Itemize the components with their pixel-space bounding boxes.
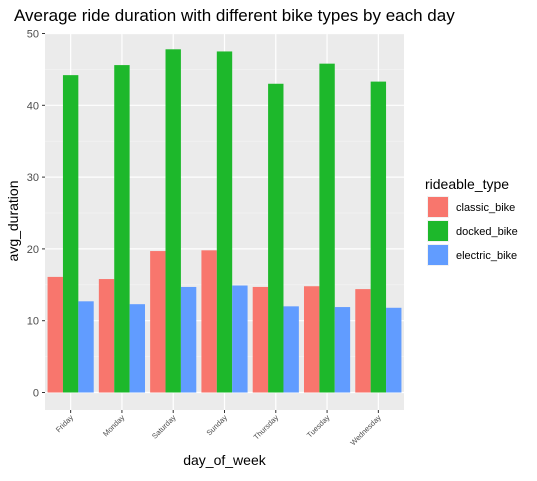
bar-classic_bike-thursday — [252, 286, 269, 393]
bar-docked_bike-friday — [62, 75, 79, 393]
y-tick-label: 10 — [27, 316, 39, 328]
bar-classic_bike-friday — [47, 276, 63, 393]
y-tick-label: 30 — [27, 172, 39, 184]
bar-electric_bike-wednesday — [386, 307, 402, 393]
legend-label-electric_bike: electric_bike — [456, 250, 517, 262]
bar-classic_bike-sunday — [201, 250, 217, 393]
legend-title: rideable_type — [425, 176, 509, 192]
bar-classic_bike-saturday — [150, 251, 166, 393]
x-tick-label: Saturday — [150, 413, 178, 441]
bar-electric_bike-sunday — [232, 285, 248, 393]
bar-docked_bike-tuesday — [319, 63, 335, 393]
bar-classic_bike-wednesday — [355, 289, 371, 393]
bars — [47, 49, 402, 393]
bar-electric_bike-thursday — [283, 306, 299, 393]
y-tick-label: 50 — [27, 29, 39, 41]
legend-key-docked_bike — [428, 221, 448, 241]
bar-electric_bike-friday — [78, 301, 94, 393]
x-tick-label: Tuesday — [305, 413, 332, 440]
y-axis: 0 10 20 30 40 50 — [27, 29, 45, 400]
bar-docked_bike-thursday — [268, 83, 284, 393]
y-tick-label: 20 — [27, 244, 39, 256]
bar-classic_bike-tuesday — [303, 286, 320, 393]
legend-label-classic_bike: classic_bike — [456, 202, 515, 214]
legend-key-classic_bike — [428, 197, 448, 217]
x-tick-label: Monday — [101, 413, 126, 438]
x-tick-label: Sunday — [205, 413, 230, 438]
bar-docked_bike-monday — [114, 65, 130, 393]
x-tick-label: Thursday — [252, 413, 281, 442]
x-tick-label: Friday — [54, 413, 75, 434]
legend-label-docked_bike: docked_bike — [456, 226, 518, 238]
bar-docked_bike-sunday — [216, 51, 233, 393]
x-tick-label: Wednesday — [348, 413, 382, 447]
bar-electric_bike-tuesday — [334, 307, 351, 393]
chart-title: Average ride duration with different bik… — [14, 6, 455, 25]
bar-electric_bike-saturday — [180, 286, 197, 393]
y-axis-label: avg_duration — [5, 181, 21, 262]
bar-docked_bike-wednesday — [370, 81, 387, 393]
legend: rideable_type classic_bike docked_bikeele… — [425, 176, 518, 266]
legend-key-electric_bike — [428, 245, 448, 265]
y-tick-label: 0 — [33, 388, 39, 400]
bar-classic_bike-monday — [98, 279, 115, 393]
x-axis-label: day_of_week — [183, 452, 267, 468]
bar-electric_bike-monday — [129, 304, 146, 393]
bar-docked_bike-saturday — [165, 49, 181, 393]
y-tick-label: 40 — [27, 100, 39, 112]
x-axis: Friday Monday Saturday Sunday Thursday Tuesda… — [54, 410, 383, 447]
